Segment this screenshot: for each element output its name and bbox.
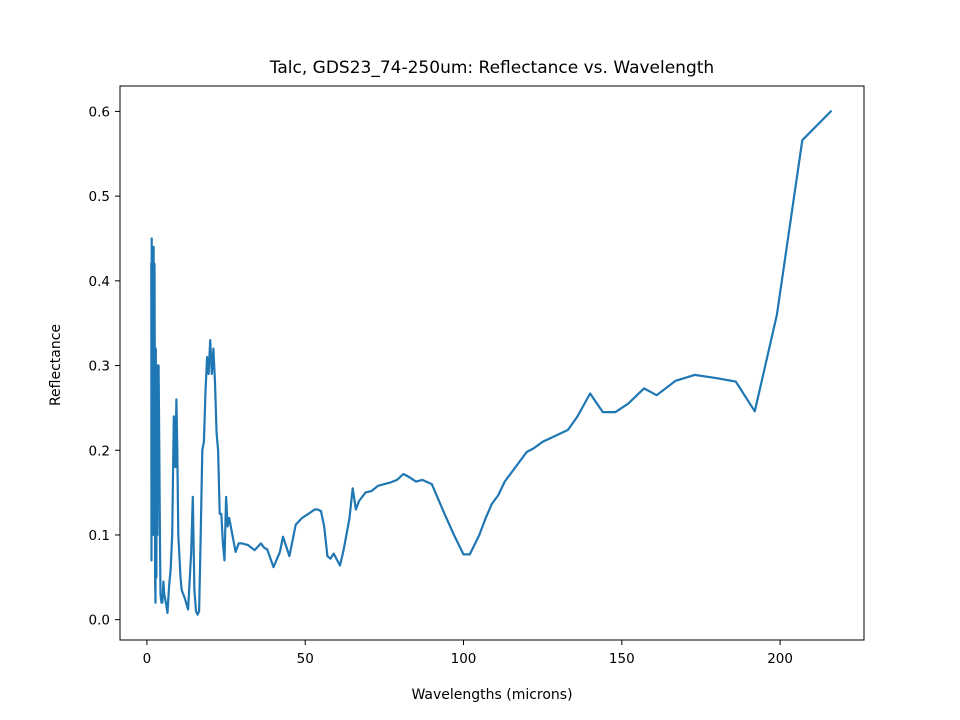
y-axis-label: Reflectance — [48, 324, 64, 406]
x-tick-label: 50 — [297, 651, 314, 667]
x-tick-label: 0 — [143, 651, 152, 667]
series-line-1 — [150, 109, 833, 616]
y-tick-label: 0.2 — [89, 443, 110, 459]
x-tick-label: 100 — [451, 651, 477, 667]
y-tick-label: 0.3 — [89, 359, 110, 375]
y-tick-label: 0.0 — [89, 613, 110, 629]
plot-frame — [119, 85, 865, 641]
x-tick-label: 150 — [609, 651, 635, 667]
y-tick-label: 0.4 — [89, 274, 110, 290]
chart-title: Talc, GDS23_74-250um: Reflectance vs. Wa… — [269, 58, 714, 78]
y-tick-label: 0.1 — [89, 528, 110, 544]
y-tick-label: 0.5 — [89, 189, 110, 205]
x-tick-label: 200 — [767, 651, 793, 667]
y-tick-label: 0.6 — [89, 104, 110, 120]
x-axis-label: Wavelengths (microns) — [411, 687, 572, 703]
plot-area: 0 50 100 150 200 0.0 0.1 0.2 0.3 0.4 0.5 0.6 — [89, 85, 865, 667]
